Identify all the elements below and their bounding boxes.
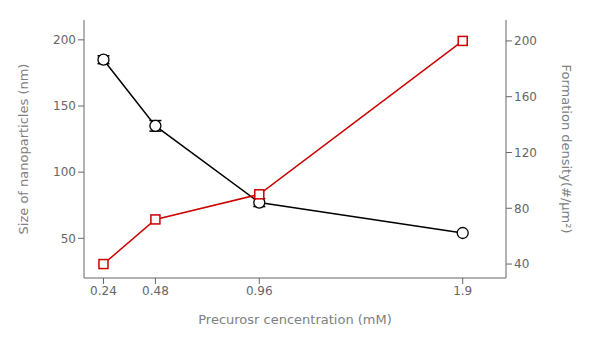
- svg-text:120: 120: [514, 146, 537, 160]
- svg-text:Size of nanoparticles (nm): Size of nanoparticles (nm): [16, 64, 31, 235]
- svg-text:150: 150: [53, 99, 76, 113]
- svg-text:Formation density(#/μm²): Formation density(#/μm²): [559, 65, 574, 234]
- svg-text:100: 100: [53, 165, 76, 179]
- svg-text:1.9: 1.9: [453, 284, 472, 298]
- svg-text:200: 200: [514, 34, 537, 48]
- svg-text:200: 200: [53, 33, 76, 47]
- svg-text:0.24: 0.24: [90, 284, 117, 298]
- svg-text:50: 50: [61, 232, 76, 246]
- svg-text:0.96: 0.96: [246, 284, 273, 298]
- svg-text:0.48: 0.48: [142, 284, 169, 298]
- svg-text:160: 160: [514, 90, 537, 104]
- svg-text:40: 40: [514, 257, 529, 271]
- svg-text:Precurosr cencentration (mM): Precurosr cencentration (mM): [198, 312, 392, 327]
- svg-text:80: 80: [514, 202, 529, 216]
